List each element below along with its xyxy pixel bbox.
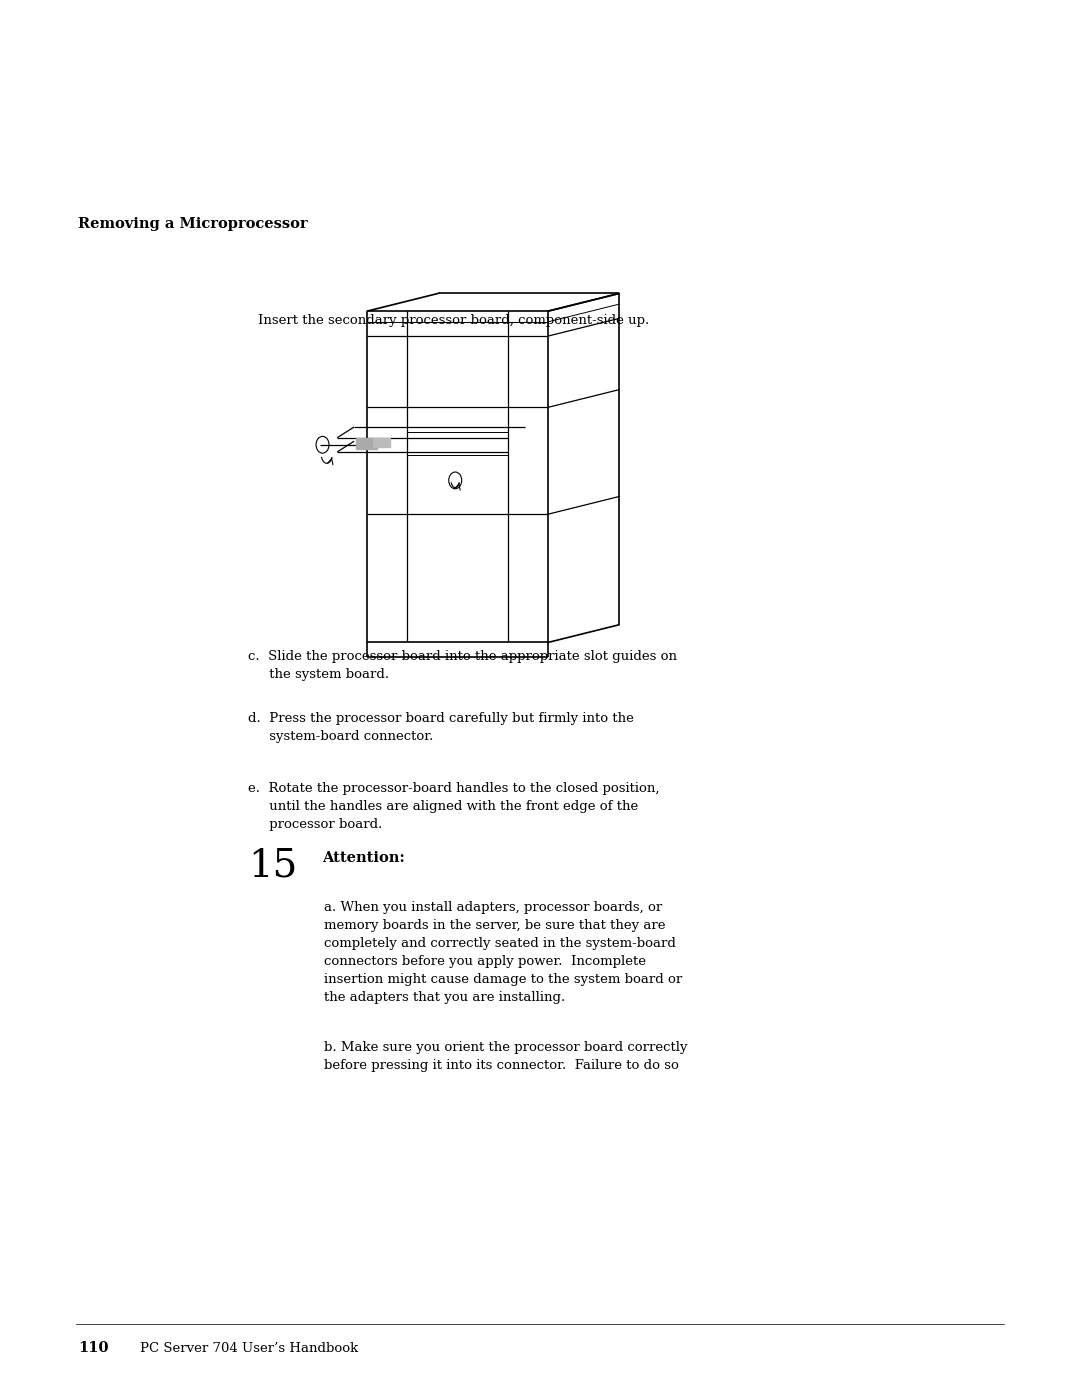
Text: Attention:: Attention: (322, 851, 405, 865)
Bar (356, 439, 377, 448)
Text: d.  Press the processor board carefully but firmly into the
     system-board co: d. Press the processor board carefully b… (248, 712, 634, 743)
Text: c.  Slide the processor board into the appropriate slot guides on
     the syste: c. Slide the processor board into the ap… (248, 650, 677, 680)
Text: a. When you install adapters, processor boards, or
memory boards in the server, : a. When you install adapters, processor … (324, 901, 683, 1004)
Text: 110: 110 (78, 1341, 108, 1355)
Bar (373, 437, 390, 447)
Text: 15: 15 (248, 848, 298, 884)
Text: Insert the secondary processor board, component-side up.: Insert the secondary processor board, co… (258, 314, 649, 327)
Text: e.  Rotate the processor-board handles to the closed position,
     until the ha: e. Rotate the processor-board handles to… (248, 782, 660, 831)
Text: Removing a Microprocessor: Removing a Microprocessor (78, 217, 308, 231)
Text: b. Make sure you orient the processor board correctly
before pressing it into it: b. Make sure you orient the processor bo… (324, 1041, 688, 1071)
Text: PC Server 704 User’s Handbook: PC Server 704 User’s Handbook (140, 1343, 359, 1355)
